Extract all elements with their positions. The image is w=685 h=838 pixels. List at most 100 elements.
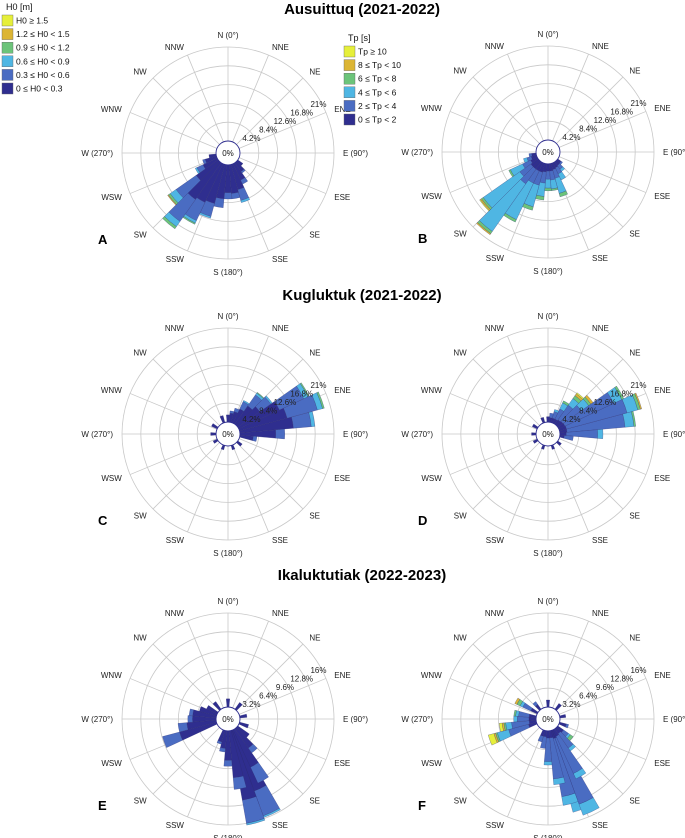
direction-label: WNW — [421, 671, 442, 680]
direction-label: NNE — [272, 43, 289, 52]
legend-swatch — [343, 113, 356, 126]
direction-label: WNW — [421, 386, 442, 395]
direction-label: S (180°) — [213, 549, 243, 558]
direction-label: SSE — [592, 821, 608, 830]
rose-panel-d: 0% 4.2%8.4%12.6%16.8%21% N (0°) NNE NE ENE E (… — [401, 312, 685, 558]
grid-spoke — [129, 112, 218, 149]
direction-label: WNW — [101, 105, 122, 114]
direction-label: SE — [629, 796, 640, 805]
rose-bar-segment — [553, 776, 566, 785]
direction-label: S (180°) — [213, 834, 243, 838]
rose-bar-segment — [242, 400, 250, 405]
rose-bar-segment — [275, 428, 285, 440]
panel-letter: D — [418, 513, 427, 528]
ring-label: 21% — [630, 381, 646, 390]
direction-label: WSW — [101, 759, 122, 768]
direction-label: E (90°) — [663, 715, 685, 724]
rose-bar-segment — [532, 701, 538, 707]
rose-bar-segment — [559, 714, 566, 719]
direction-label: NE — [309, 349, 320, 358]
grid-spoke — [187, 620, 224, 709]
ring-label: 9.6% — [596, 683, 614, 692]
rose-bar-segment — [162, 216, 177, 230]
direction-label: S (180°) — [533, 834, 563, 838]
direction-label: SSW — [486, 254, 505, 263]
grid-spoke — [232, 54, 269, 143]
grid-spoke — [552, 620, 589, 709]
grid-spoke — [238, 438, 327, 475]
rose-bar-segment — [559, 166, 565, 172]
ring-label: 12.8% — [290, 674, 313, 683]
grid-spoke — [152, 643, 220, 711]
legend-wave-height: H0 [m] H0 ≥ 1.5 1.2 ≤ H0 < 1.5 0.9 ≤ H0 < 1… — [1, 2, 70, 95]
direction-label: WNW — [101, 386, 122, 395]
panel-letter: B — [418, 231, 427, 246]
direction-label: ENE — [654, 671, 670, 680]
ring-label: 4.2% — [562, 133, 580, 142]
ring-label: 8.4% — [259, 406, 277, 415]
rose-bar-segment — [513, 715, 518, 723]
rose-bar-segment — [246, 818, 266, 826]
direction-label: N (0°) — [218, 312, 239, 321]
legend-swatch — [343, 45, 356, 58]
rose-bar-segment — [231, 192, 241, 199]
rose-bar-segment — [568, 743, 576, 752]
direction-label: N (0°) — [538, 597, 559, 606]
direction-label: WSW — [101, 474, 122, 483]
direction-label: S (180°) — [213, 268, 243, 277]
direction-label: ENE — [654, 386, 670, 395]
rose-bar-segment — [546, 699, 550, 708]
grid-spoke — [238, 678, 327, 715]
grid-spoke — [187, 444, 224, 533]
rose-bar-segment — [558, 190, 568, 198]
rose-bar-segment — [523, 157, 529, 163]
rose-bar-segment — [233, 775, 247, 790]
legend-label: 0 ≤ Tp < 2 — [358, 115, 397, 125]
direction-label: SSW — [166, 536, 185, 545]
ring-label: 12.6% — [274, 117, 297, 126]
direction-label: N (0°) — [538, 312, 559, 321]
direction-label: NNE — [592, 42, 609, 51]
grid-spoke — [558, 678, 647, 715]
ring-label: 6.4% — [579, 691, 597, 700]
direction-label: WSW — [421, 759, 442, 768]
grid-spoke — [152, 77, 220, 145]
rose-bar-segment — [614, 385, 624, 400]
direction-label: SE — [309, 511, 320, 520]
direction-label: NW — [453, 67, 467, 76]
rose-bar-segment — [299, 382, 310, 397]
grid-spoke — [449, 111, 538, 148]
center-label: 0% — [542, 430, 554, 439]
direction-label: SW — [134, 796, 147, 805]
rose-bar-segment — [558, 721, 567, 728]
direction-label: SSE — [272, 536, 288, 545]
direction-label: NNW — [485, 609, 505, 618]
rose-bar-segment — [488, 733, 498, 746]
panel-letter: C — [98, 513, 108, 528]
grid-spoke — [238, 723, 327, 760]
grid-spoke — [507, 444, 544, 533]
direction-label: SE — [629, 229, 640, 238]
grid-spoke — [236, 161, 304, 229]
grid-spoke — [449, 438, 538, 475]
grid-spoke — [236, 77, 304, 145]
rose-bar-segment — [514, 697, 521, 705]
rose-bar-segment — [546, 416, 550, 423]
center-circle — [215, 706, 241, 732]
rose-bar-segment — [559, 161, 563, 165]
grid-spoke — [187, 729, 224, 818]
grid-spoke — [129, 393, 218, 430]
direction-label: ENE — [334, 105, 350, 114]
legend-swatch — [1, 55, 14, 67]
direction-label: SSW — [166, 255, 185, 264]
legend-swatch — [1, 42, 14, 54]
ring-label: 12.6% — [594, 116, 617, 125]
legend-label: H0 ≥ 1.5 — [16, 16, 48, 26]
ring-label: 3.2% — [242, 700, 260, 709]
rose-bar-segment — [240, 168, 246, 174]
grid-spoke — [558, 438, 647, 475]
rose-bar-segment — [223, 192, 233, 200]
legend-label: 6 ≤ Tp < 8 — [358, 74, 397, 84]
legend-label: 8 ≤ Tp < 10 — [358, 60, 401, 70]
ring-label: 6.4% — [259, 691, 277, 700]
